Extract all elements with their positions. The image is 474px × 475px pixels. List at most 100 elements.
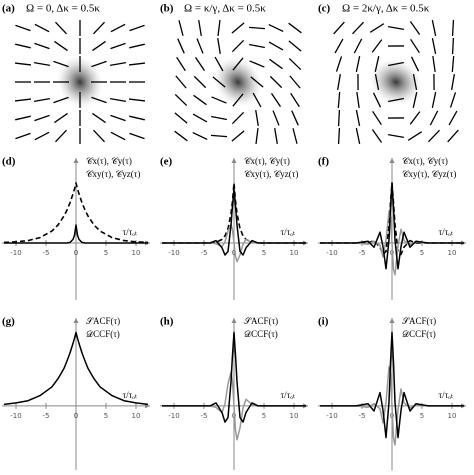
y-axis-arrow (73, 318, 79, 323)
field-segment (34, 23, 50, 33)
field-segment (217, 19, 221, 37)
legend-entry: 𝒮ACF(τ) (244, 316, 278, 326)
field-segment (93, 129, 105, 143)
field-segment (248, 26, 266, 30)
x-tick-label: 0 (74, 249, 78, 257)
panel-title: Ω = 0, Δκ = 0.5κ (26, 3, 100, 15)
field-segment (269, 75, 283, 89)
field-segment (55, 129, 67, 143)
x-tick-label: 10 (448, 412, 457, 420)
field-segment (252, 92, 262, 108)
field-segment (128, 62, 146, 66)
x-tick-label: 5 (420, 412, 424, 420)
field-segment (255, 127, 259, 145)
field-segment (288, 57, 302, 71)
panel-label: (h) (160, 316, 174, 328)
y-axis-arrow (231, 318, 237, 323)
field-segment (174, 93, 188, 107)
field-segment (337, 109, 341, 127)
field-segment (407, 131, 423, 141)
field-segment (274, 128, 278, 144)
x-axis-label: τ/τₒₜ (439, 227, 454, 237)
curve (162, 331, 306, 423)
field-segment (129, 43, 145, 49)
field-segment (54, 40, 68, 52)
field-segment (249, 43, 265, 49)
field-segment (334, 38, 344, 54)
field-segment (14, 62, 32, 66)
legend-entry: 𝒟CCF(τ) (86, 329, 120, 339)
x-axis-label: τ/τₒₜ (123, 390, 138, 400)
x-tick-label: -5 (43, 412, 50, 420)
x-axis-label: τ/τₒₜ (439, 390, 454, 400)
field-segment (374, 56, 380, 72)
field-segment (451, 55, 455, 73)
field-segment (193, 75, 207, 89)
curve (3, 182, 149, 244)
x-tick-label: 0 (74, 412, 78, 420)
field-segment (34, 114, 50, 122)
x-tick-label: -5 (359, 249, 366, 257)
field-segment (15, 43, 31, 49)
x-tick-label: 10 (132, 412, 141, 420)
field-segment (337, 91, 341, 109)
field-segment (356, 91, 360, 109)
field-segment (92, 112, 106, 124)
field-segment (448, 110, 458, 126)
field-segment (372, 92, 382, 108)
field-segment (14, 98, 32, 102)
field-segment (214, 56, 224, 72)
panel-title: Ω = 2κ/γ, Δκ = 0.5κ (342, 3, 430, 15)
field-segment (210, 134, 228, 138)
field-segment (431, 38, 437, 54)
legend-entry: 𝒞x(τ), 𝒞y(τ) (244, 156, 290, 166)
field-segment (355, 56, 361, 72)
y-axis-arrow (389, 318, 395, 323)
field-segment (428, 129, 440, 143)
field-segment (129, 132, 145, 140)
x-tick-label: 10 (290, 412, 299, 420)
field-segment (232, 93, 244, 107)
field-segment (192, 113, 208, 123)
field-segment (335, 56, 343, 72)
field-segment (211, 96, 227, 104)
legend-entry: 𝒞xy(τ), 𝒞yz(τ) (86, 169, 140, 179)
x-tick-label: -10 (10, 412, 21, 420)
field-segment (110, 131, 126, 141)
field-segment (353, 38, 363, 54)
field-segment (374, 74, 380, 90)
field-segment (232, 57, 244, 71)
field-segment (268, 41, 284, 51)
x-tick-label: -10 (168, 412, 179, 420)
curve (320, 331, 464, 439)
field-segment (369, 23, 385, 33)
y-axis-arrow (231, 158, 237, 163)
field-segment (198, 20, 202, 36)
x-tick-label: -5 (201, 412, 208, 420)
x-tick-label: -10 (10, 249, 21, 257)
panel-label: (i) (318, 316, 329, 328)
field-segment (177, 38, 185, 54)
field-segment (196, 38, 204, 54)
x-axis-label: τ/τₒₜ (281, 390, 296, 400)
field-segment (431, 20, 437, 36)
field-segment (231, 39, 245, 53)
x-tick-label: -10 (326, 249, 337, 257)
field-segment (128, 98, 146, 102)
x-axis-label: τ/τₒₜ (281, 227, 296, 237)
field-segment (451, 74, 455, 90)
panel-title: Ω = κ/γ, Δκ = 0.5κ (184, 3, 266, 15)
field-segment (451, 37, 455, 55)
field-segment (193, 94, 207, 106)
x-tick-label: 5 (420, 249, 424, 257)
field-segment (333, 21, 345, 35)
curve (162, 188, 306, 256)
field-segment (292, 128, 298, 144)
field-segment (372, 110, 382, 126)
field-segment (432, 55, 436, 73)
curve (320, 182, 464, 270)
field-segment (192, 131, 208, 141)
x-tick-label: 5 (262, 412, 266, 420)
field-segment (249, 60, 265, 68)
field-segment (255, 109, 259, 127)
